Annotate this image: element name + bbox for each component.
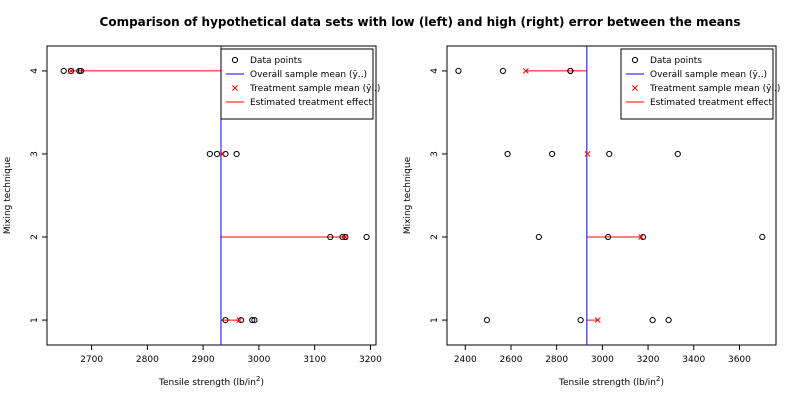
legend-symbol-treatment-mean: [632, 85, 638, 91]
legend-label: Treatment sample mean (ȳi.): [249, 84, 380, 94]
treatment-mean-marker: [219, 151, 226, 157]
data-point: [548, 150, 556, 158]
data-point: [363, 233, 370, 241]
y-tick-label: 4: [30, 68, 40, 74]
x-tick-label: 2600: [500, 355, 523, 365]
x-axis-label: Tensile strength (lb/in2): [558, 375, 664, 388]
x-tick-label: 2400: [454, 355, 477, 365]
x-tick-label: 3200: [637, 355, 660, 365]
data-point: [504, 150, 511, 158]
y-tick-label: 1: [430, 317, 440, 323]
x-tick-label: 3400: [682, 355, 705, 365]
treatment-mean-stroke: [236, 317, 243, 324]
treatment-mean-stroke: [68, 67, 74, 74]
treatment-mean-marker: [236, 317, 243, 324]
data-point: [77, 67, 85, 75]
data-point: [233, 150, 240, 158]
legend: Data points Overall sample mean (ȳ..) Trea…: [220, 48, 380, 120]
figure-title: Comparison of hypothetical data sets wit…: [100, 15, 741, 29]
x-tick-label: 2800: [545, 355, 568, 365]
legend-box: [620, 48, 774, 120]
legend-x-stroke: [232, 85, 238, 91]
treatment-mean-marker: [584, 151, 591, 157]
data-point: [213, 150, 221, 158]
data-point: [639, 233, 647, 241]
data-point: [483, 316, 491, 324]
x-axis-label: Tensile strength (lb/in2): [158, 375, 264, 388]
y-tick-label: 2: [430, 234, 440, 240]
data-point: [604, 233, 612, 241]
data-point: [674, 150, 681, 158]
treatment-mean-marker: [638, 234, 645, 240]
legend: Data points Overall sample mean (ȳ..) Trea…: [620, 48, 780, 120]
treatment-mean-marker: [342, 234, 349, 240]
data-point: [759, 233, 766, 241]
data-point: [649, 316, 656, 324]
data-point: [567, 67, 574, 75]
data-point: [249, 316, 256, 324]
treatment-mean-stroke: [522, 67, 529, 74]
data-point: [60, 67, 67, 75]
data-point: [342, 233, 349, 241]
x-tick-label: 3100: [303, 355, 326, 365]
y-tick-label: 4: [430, 68, 440, 74]
right-panel: 2400 2600 2800 3000 3200 3400 3600 1 2 3 4 Tensile …: [403, 45, 780, 388]
legend-label: Estimated treatment effect: [250, 98, 373, 108]
x-tick-label: 2900: [192, 355, 215, 365]
data-point: [327, 233, 334, 241]
y-tick-label: 2: [30, 234, 40, 240]
legend-label: Overall sample mean (ȳ..): [250, 70, 367, 80]
left-panel: 2700 2800 2900 3000 3100 3200 1 2 3 4 Tensile stre…: [3, 45, 382, 388]
legend-label: Treatment sample mean (ȳi.): [649, 84, 780, 94]
y-tick-label: 3: [430, 151, 440, 157]
data-point: [535, 233, 542, 241]
data-point: [577, 316, 584, 324]
data-point: [665, 316, 672, 324]
legend-label: Overall sample mean (ȳ..): [650, 70, 767, 80]
data-point: [251, 316, 258, 324]
plot-frame: [46, 45, 377, 346]
data-point: [222, 316, 229, 324]
treatment-mean-marker: [594, 317, 601, 324]
treatment-mean-stroke: [638, 234, 645, 240]
data-point: [206, 150, 213, 158]
legend-symbol-points: [231, 56, 239, 64]
x-tick-label: 2700: [80, 355, 103, 365]
treatment-mean-stroke: [219, 151, 226, 157]
y-tick-label: 1: [30, 317, 40, 323]
y-axis-label: Mixing technique: [3, 156, 13, 234]
data-point: [455, 67, 462, 75]
x-tick-label: 2800: [136, 355, 159, 365]
treatment-mean-stroke: [584, 151, 591, 157]
legend-box: [220, 48, 374, 120]
legend-label: Estimated treatment effect: [650, 98, 773, 108]
y-axis-label: Mixing technique: [403, 156, 413, 234]
data-point: [67, 67, 75, 75]
treatment-mean-marker: [68, 67, 74, 74]
legend-label: Data points: [650, 56, 702, 66]
data-point: [222, 150, 229, 158]
x-tick-label: 3000: [247, 355, 270, 365]
treatment-mean-marker: [522, 67, 529, 74]
x-tick-label: 3000: [591, 355, 614, 365]
x-tick-label: 3200: [359, 355, 382, 365]
legend-symbol-points: [631, 56, 639, 64]
data-point: [499, 67, 507, 75]
plot-frame: [446, 45, 777, 346]
legend-label: Data points: [250, 56, 302, 66]
data-point: [237, 316, 245, 324]
treatment-mean-stroke: [594, 317, 601, 324]
x-tick-label: 3600: [728, 355, 751, 365]
legend-x-stroke: [632, 85, 638, 91]
treatment-mean-stroke: [342, 234, 349, 240]
y-tick-label: 3: [30, 151, 40, 157]
legend-symbol-treatment-mean: [232, 85, 238, 91]
data-point: [606, 150, 613, 158]
